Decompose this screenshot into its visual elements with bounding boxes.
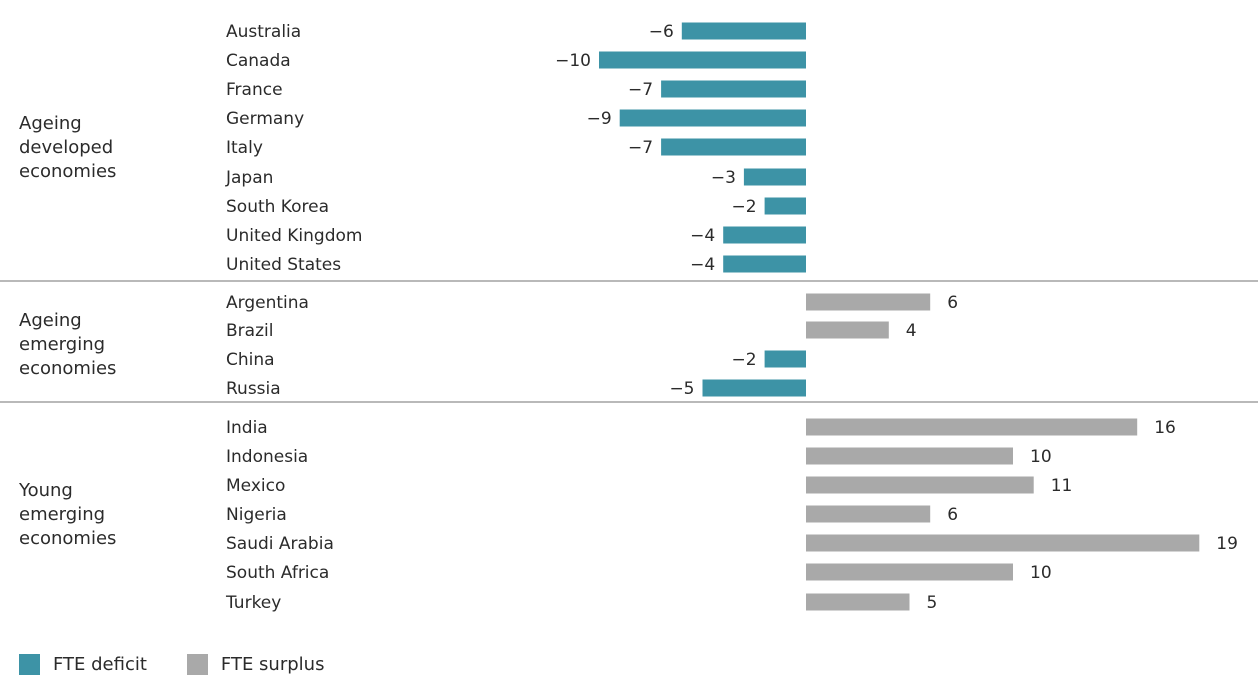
value-label-saudi-arabia: 19 [1216, 534, 1238, 554]
value-labels: −6 −10 −7 −9 −7 −3 −2 −4 −4 6 4 −2 −5 16 10 11 6 19 10 5 [555, 22, 1238, 613]
category-label-brazil: Brazil [226, 321, 273, 341]
bar-saudi-arabia [806, 534, 1200, 552]
legend-swatch-surplus [186, 653, 208, 675]
legend-swatch-deficit [19, 653, 40, 675]
value-label-italy: −7 [628, 138, 653, 158]
bar-china [764, 350, 806, 368]
value-label-united-kingdom: −4 [690, 226, 715, 246]
category-label-australia: Australia [226, 22, 301, 42]
value-label-brazil: 4 [906, 321, 917, 341]
value-label-germany: −9 [587, 109, 612, 129]
bar-indonesia [806, 447, 1013, 465]
bar-argentina [806, 293, 931, 311]
category-label-turkey: Turkey [225, 593, 281, 613]
bar-brazil [806, 321, 889, 339]
value-label-argentina: 6 [947, 293, 958, 313]
category-label-united-kingdom: United Kingdom [226, 226, 362, 246]
legend-label-surplus: FTE surplus [220, 653, 325, 675]
bar-germany [619, 109, 806, 127]
group-dividers [0, 280, 1258, 403]
value-label-united-states: −4 [690, 255, 715, 275]
legend-item-deficit: FTE deficit [19, 653, 147, 675]
category-label-india: India [226, 418, 268, 438]
bars [599, 22, 1200, 611]
category-label-japan: Japan [225, 168, 273, 188]
category-label-saudi-arabia: Saudi Arabia [226, 534, 334, 554]
category-label-nigeria: Nigeria [226, 505, 287, 525]
bar-russia [702, 379, 806, 397]
category-label-russia: Russia [226, 379, 281, 399]
bar-australia [681, 22, 806, 40]
bar-italy [661, 138, 806, 156]
category-label-south-korea: South Korea [226, 197, 329, 217]
legend: FTE deficit FTE surplus [19, 652, 364, 676]
bar-south-africa [806, 563, 1013, 581]
bar-india [806, 418, 1138, 436]
category-label-united-states: United States [226, 255, 341, 275]
category-labels: Australia Canada France Germany Italy Japan So… [225, 22, 362, 613]
value-label-canada: −10 [555, 51, 591, 71]
value-label-russia: −5 [669, 379, 694, 399]
bar-south-korea [764, 197, 806, 215]
legend-label-deficit: FTE deficit [53, 653, 147, 675]
category-label-south-africa: South Africa [226, 563, 329, 583]
bar-mexico [806, 476, 1034, 494]
category-label-argentina: Argentina [226, 293, 309, 313]
value-label-turkey: 5 [927, 593, 938, 613]
group-label-ageing-developed: Ageing developed economies [19, 112, 117, 182]
bar-france [661, 80, 806, 98]
value-label-indonesia: 10 [1030, 447, 1052, 467]
value-label-france: −7 [628, 80, 653, 100]
value-label-mexico: 11 [1051, 476, 1073, 496]
value-label-india: 16 [1154, 418, 1176, 438]
bar-canada [599, 51, 806, 69]
bar-united-states [723, 255, 806, 273]
value-label-australia: −6 [649, 22, 674, 42]
category-label-canada: Canada [226, 51, 291, 71]
bar-japan [743, 168, 806, 186]
value-label-china: −2 [732, 350, 757, 370]
category-label-italy: Italy [226, 138, 263, 158]
category-label-france: France [226, 80, 283, 100]
value-label-japan: −3 [711, 168, 736, 188]
group-label-ageing-emerging: Ageing emerging economies [19, 310, 117, 379]
value-label-south-korea: −2 [732, 197, 757, 217]
value-label-nigeria: 6 [947, 505, 958, 525]
category-label-germany: Germany [226, 109, 304, 129]
category-label-indonesia: Indonesia [226, 447, 308, 467]
bar-united-kingdom [723, 226, 806, 244]
value-label-south-africa: 10 [1030, 563, 1052, 583]
legend-item-surplus: FTE surplus [186, 653, 325, 675]
group-label-young-emerging: Young emerging economies [19, 479, 117, 549]
bar-nigeria [806, 505, 931, 523]
category-label-china: China [226, 350, 275, 370]
category-label-mexico: Mexico [226, 476, 285, 496]
bar-turkey [806, 593, 910, 611]
